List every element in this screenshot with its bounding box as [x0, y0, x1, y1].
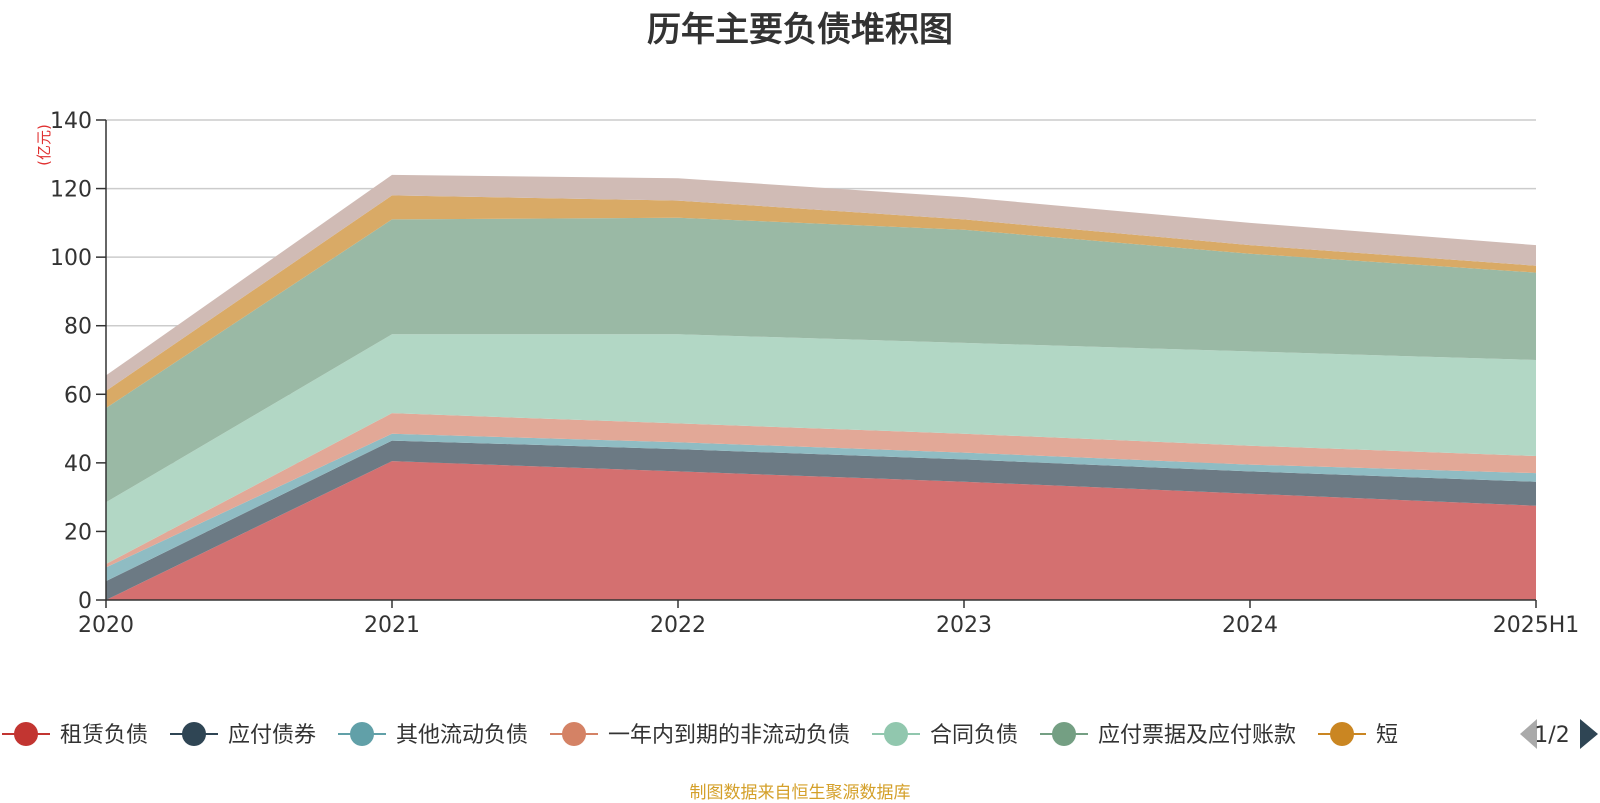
legend-marker — [884, 722, 908, 746]
x-tick-label: 2022 — [650, 613, 706, 638]
legend-item[interactable]: 短 — [1318, 722, 1398, 748]
y-tick-label: 140 — [50, 109, 92, 134]
source-note: 制图数据来自恒生聚源数据库 — [689, 783, 911, 803]
series-area-1 — [106, 440, 1536, 600]
y-tick-label: 40 — [64, 452, 92, 477]
legend-label: 应付票据及应付账款 — [1098, 723, 1296, 748]
y-tick-label: 60 — [64, 383, 92, 408]
legend-marker — [350, 722, 374, 746]
y-tick-label: 20 — [64, 520, 92, 545]
chart-title: 历年主要负债堆积图 — [647, 10, 953, 50]
y-tick-label: 0 — [78, 589, 92, 614]
x-tick-label: 2023 — [936, 613, 992, 638]
legend-next-page-icon[interactable] — [1580, 719, 1598, 749]
legend-marker — [562, 722, 586, 746]
legend-item[interactable]: 应付债券 — [170, 722, 316, 748]
legend-item[interactable]: 其他流动负债 — [338, 722, 528, 748]
x-tick-label: 2020 — [78, 613, 134, 638]
x-tick-label: 2025H1 — [1493, 613, 1580, 638]
legend-item[interactable]: 应付票据及应付账款 — [1040, 722, 1296, 748]
y-tick-label: 80 — [64, 315, 92, 340]
series-area-3 — [106, 413, 1536, 568]
series-area-4 — [106, 334, 1536, 564]
series-area-5 — [106, 217, 1536, 503]
legend-label: 短 — [1376, 723, 1398, 748]
legend-label: 其他流动负债 — [396, 723, 528, 748]
legend-item[interactable]: 租赁负债 — [2, 722, 148, 748]
y-tick-label: 100 — [50, 246, 92, 271]
legend-marker — [182, 722, 206, 746]
series-areas — [106, 174, 1536, 600]
series-area-7 — [106, 174, 1536, 391]
series-area-0 — [106, 461, 1536, 600]
legend: 租赁负债 应付债券 其他流动负债 一年内到期的非流动负债 合同负债 应付票据及应付账款 短 1… — [2, 719, 1598, 749]
legend-item[interactable]: 合同负债 — [872, 722, 1018, 748]
legend-item[interactable]: 一年内到期的非流动负债 — [550, 722, 850, 748]
legend-prev-page-icon[interactable] — [1520, 719, 1537, 749]
x-tick-label: 2024 — [1222, 613, 1278, 638]
legend-label: 应付债券 — [228, 723, 316, 748]
legend-marker — [14, 722, 38, 746]
legend-marker — [1330, 722, 1354, 746]
x-tick-label: 2021 — [364, 613, 420, 638]
y-axis-unit-label: (亿元) — [35, 124, 53, 166]
legend-label: 租赁负债 — [60, 723, 148, 748]
legend-page-indicator: 1/2 — [1534, 723, 1569, 748]
axes: 0 20 40 60 80 100 120 140 2020 2021 2022 2023 2024 20… — [50, 109, 1579, 638]
legend-label: 合同负债 — [930, 723, 1018, 748]
y-tick-label: 120 — [50, 178, 92, 203]
legend-marker — [1052, 722, 1076, 746]
legend-label: 一年内到期的非流动负债 — [608, 723, 850, 748]
